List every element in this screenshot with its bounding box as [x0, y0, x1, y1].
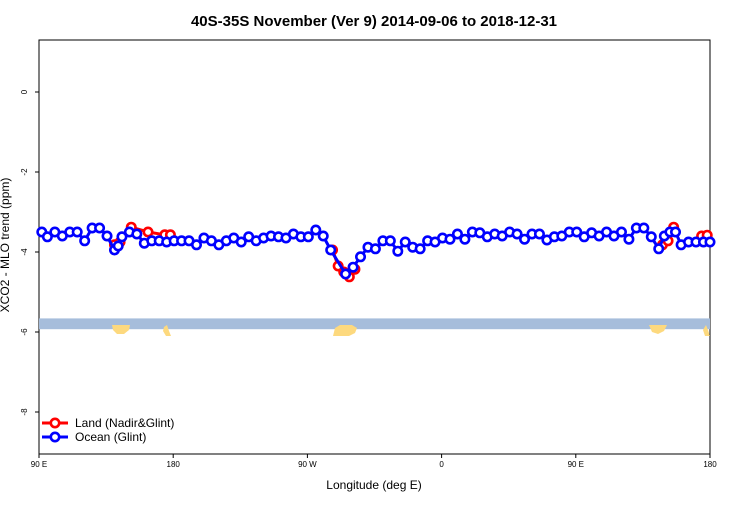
ocean-point [235, 236, 247, 248]
ocean-point [190, 239, 202, 251]
ocean-point [302, 231, 314, 243]
ocean-point [112, 240, 124, 252]
ocean-point [444, 233, 456, 245]
ocean-point [511, 228, 523, 240]
y-tick-label: 0 [20, 89, 29, 94]
land-australia [112, 325, 130, 334]
map-ocean [39, 318, 710, 330]
ocean-point [355, 251, 367, 263]
y-tick-label: -2 [20, 168, 29, 176]
ocean-point [533, 228, 545, 240]
ocean-point [131, 228, 143, 240]
land-new-zealand [163, 325, 171, 336]
x-tick-label: 90 W [298, 460, 317, 469]
x-tick-label: 90 E [31, 460, 47, 469]
x-tick-label: 180 [703, 460, 717, 469]
y-tick-label: -8 [20, 408, 29, 416]
x-axis-label: Longitude (deg E) [326, 478, 421, 492]
map-strip [39, 318, 710, 336]
y-tick-label: -4 [20, 248, 29, 256]
ocean-point [101, 230, 113, 242]
x-tick-label: 180 [167, 460, 181, 469]
ocean-point [317, 230, 329, 242]
ocean-point [623, 233, 635, 245]
legend: Land (Nadir&Glint) Ocean (Glint) [42, 416, 174, 444]
ocean-point [310, 224, 322, 236]
x-axis-ticks: 90 E 180 90 W 0 90 E 180 [31, 454, 717, 469]
ocean-point [670, 226, 682, 238]
y-tick-label: -6 [20, 328, 29, 336]
ocean-point [325, 244, 337, 256]
ocean-point [615, 226, 627, 238]
ocean-point [451, 228, 463, 240]
legend-ocean-marker [49, 431, 61, 443]
ocean-point [369, 243, 381, 255]
ocean-point [645, 231, 657, 243]
land-africa [649, 325, 667, 334]
legend-land-marker [49, 417, 61, 429]
land-new-zealand-east [703, 325, 710, 336]
ocean-point [392, 245, 404, 257]
ocean-point [519, 233, 531, 245]
legend-land-label: Land (Nadir&Glint) [75, 416, 174, 430]
x-tick-label: 0 [439, 460, 444, 469]
legend-ocean-label: Ocean (Glint) [75, 430, 146, 444]
legend-item-ocean: Ocean (Glint) [42, 430, 146, 444]
ocean-point [347, 261, 359, 273]
ocean-point [340, 268, 352, 280]
ocean-point [41, 231, 53, 243]
ocean-point [384, 235, 396, 247]
ocean-point [116, 231, 128, 243]
y-axis-ticks: 0 -2 -4 -6 -8 [20, 89, 39, 416]
ocean-point [399, 236, 411, 248]
ocean-point [704, 236, 716, 248]
ocean-point [459, 233, 471, 245]
ocean-point [94, 222, 106, 234]
ocean-point [638, 222, 650, 234]
x-tick-label: 90 E [568, 460, 584, 469]
land-south-america [333, 325, 357, 336]
ocean-point [571, 226, 583, 238]
y-axis-label: XCO2 - MLO trend (ppm) [0, 178, 12, 313]
series-layer [36, 221, 716, 283]
series-ocean [36, 222, 716, 280]
ocean-point [79, 235, 91, 247]
legend-item-land: Land (Nadir&Glint) [42, 416, 174, 430]
ocean-point [653, 243, 665, 255]
land-point [142, 226, 154, 238]
ocean-point [414, 243, 426, 255]
chart-title: 40S-35S November (Ver 9) 2014-09-06 to 2… [191, 13, 557, 30]
ocean-point [71, 226, 83, 238]
